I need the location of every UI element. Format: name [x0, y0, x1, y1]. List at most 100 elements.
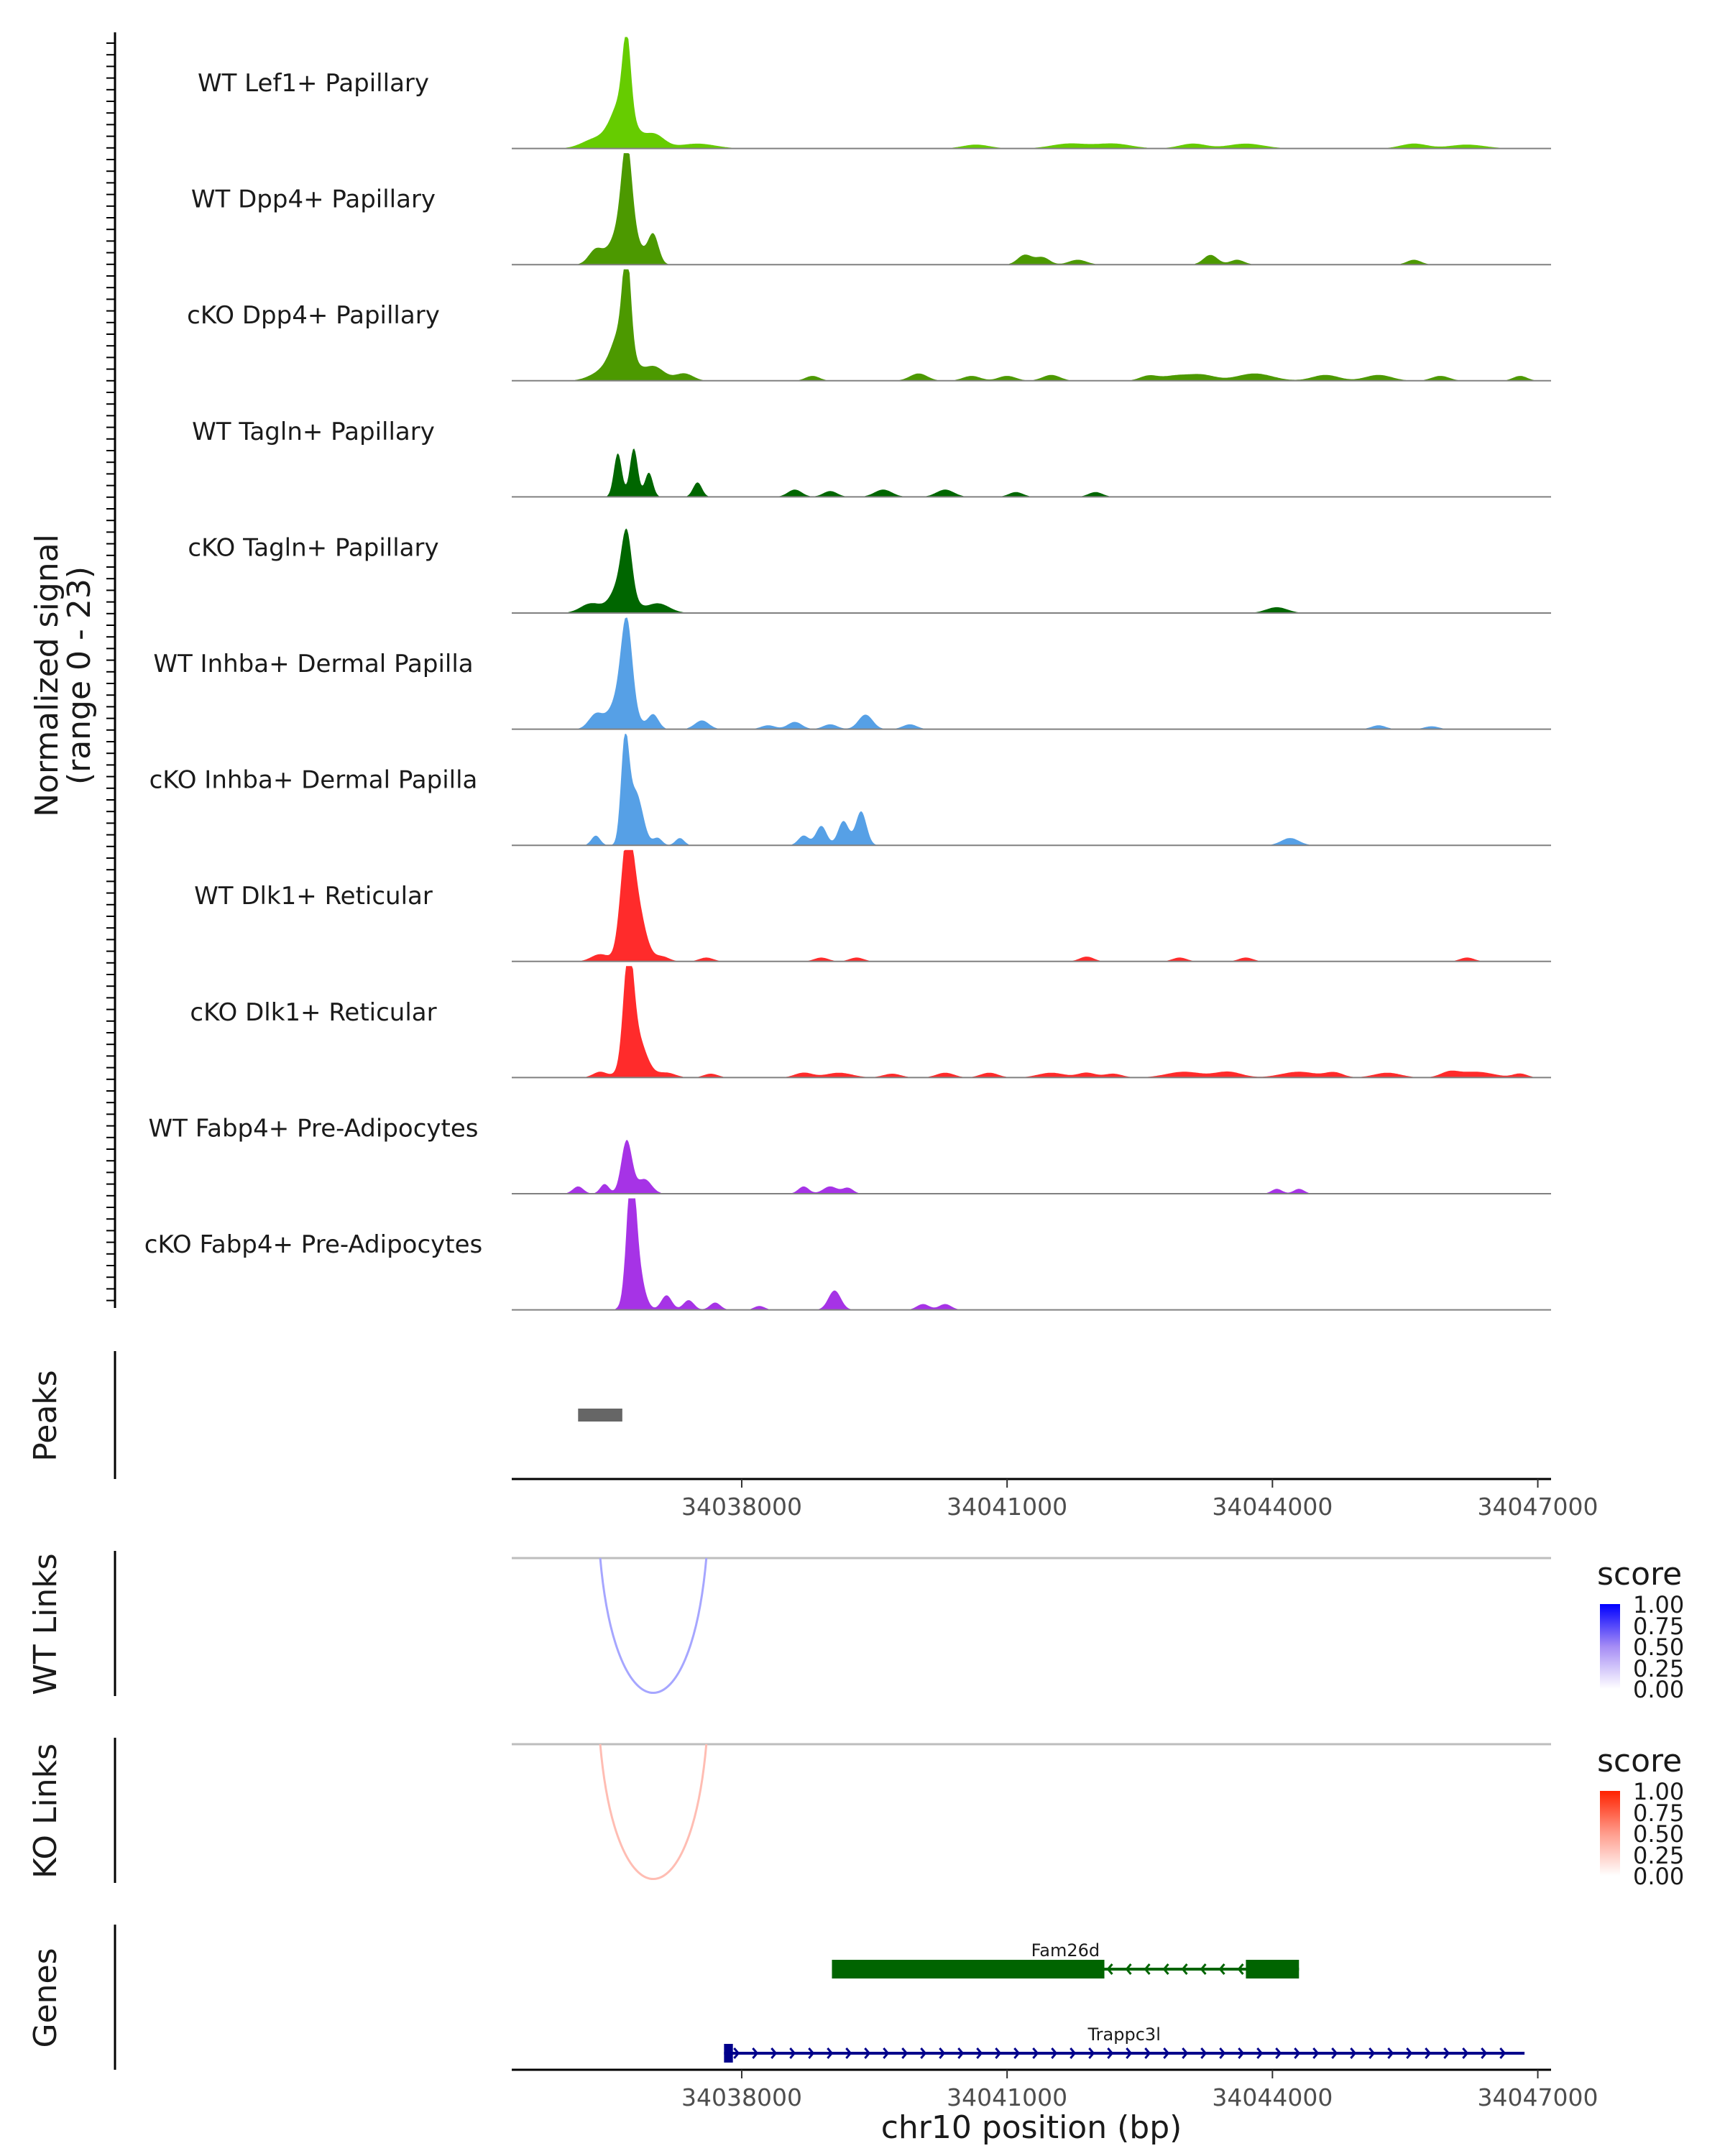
- coverage-track-label: cKO Dlk1+ Reticular: [190, 998, 436, 1027]
- strand-arrow: [1200, 2047, 1208, 2059]
- strand-arrow: [1163, 2047, 1170, 2059]
- coverage-track-label: WT Fabp4+ Pre-Adipocytes: [149, 1114, 479, 1143]
- strand-arrow: [1144, 2047, 1151, 2059]
- strand-arrow: [1312, 2047, 1320, 2059]
- coverage-track-5: cKO Tagln+ Papillary: [188, 528, 1551, 614]
- ko-legend-label-000: 0.00: [1633, 1863, 1684, 1890]
- ko-links-label: KO Links: [27, 1743, 64, 1879]
- wt-link-arc: [599, 1557, 708, 1694]
- x-tick-label: 34047000: [1478, 1493, 1598, 1521]
- strand-arrow: [1350, 2047, 1357, 2059]
- strand-arrow: [976, 2047, 983, 2059]
- coverage-tracks: WT Lef1+ Papillary WT Dpp4+ Papillary cKO …: [144, 37, 1551, 1311]
- coverage-area: [512, 153, 1551, 265]
- peak-region: [578, 1409, 622, 1422]
- strand-arrow: [1218, 1963, 1225, 1975]
- x-tick-label: 34041000: [947, 1493, 1067, 1521]
- ko-legend-label-100: 1.00: [1633, 1778, 1684, 1805]
- strand-arrow: [1443, 2047, 1450, 2059]
- gene-fam26d: Fam26d: [832, 1940, 1300, 1978]
- x-tick-label: 34047000: [1478, 2083, 1598, 2111]
- strand-arrow: [920, 2047, 927, 2059]
- strand-arrow: [939, 2047, 946, 2059]
- strand-arrow: [845, 2047, 852, 2059]
- ko-score-legend: score 1.00 0.75 0.50 0.25 0.00: [1597, 1743, 1684, 1890]
- genes-track: Fam26d Trappc3l: [724, 1940, 1525, 2063]
- genes-label: Genes: [27, 1948, 64, 2047]
- strand-arrow: [1462, 2047, 1469, 2059]
- coverage-track-10: WT Fabp4+ Pre-Adipocytes: [149, 1114, 1551, 1194]
- coverage-track-11: cKO Fabp4+ Pre-Adipocytes: [144, 1198, 1551, 1311]
- strand-arrow: [1331, 2047, 1338, 2059]
- coverage-track-9: cKO Dlk1+ Reticular: [190, 966, 1551, 1079]
- ko-legend-label-025: 0.25: [1633, 1842, 1684, 1869]
- gene-name-label: Trappc3l: [1087, 2024, 1161, 2045]
- gene-exon: [1246, 1960, 1300, 1978]
- strand-arrow: [1144, 1963, 1151, 1975]
- strand-arrow: [1406, 2047, 1413, 2059]
- coverage-track-label: cKO Inhba+ Dermal Papilla: [150, 766, 478, 795]
- strand-arrow: [1013, 2047, 1021, 2059]
- coverage-area: [512, 966, 1551, 1078]
- strand-arrow: [770, 2047, 778, 2059]
- coverage-area: [512, 448, 1551, 497]
- strand-arrow: [1294, 2047, 1301, 2059]
- strand-arrow: [1051, 2047, 1058, 2059]
- strand-arrow: [733, 2047, 740, 2059]
- wt-links-label: WT Links: [27, 1553, 64, 1695]
- ko-legend-label-075: 0.75: [1633, 1800, 1684, 1827]
- strand-arrow: [752, 2047, 759, 2059]
- ko-link-arc: [599, 1743, 708, 1880]
- coverage-track-label: WT Lef1+ Papillary: [198, 69, 429, 98]
- coverage-track-label: WT Dpp4+ Papillary: [191, 185, 436, 214]
- x-axis-top-ticks: 34038000 34041000 34044000 34047000: [681, 1479, 1598, 1521]
- gene-exon: [832, 1960, 1105, 1978]
- strand-arrow: [883, 2047, 890, 2059]
- wt-legend-label-000: 0.00: [1633, 1676, 1684, 1703]
- coverage-track-2: WT Dpp4+ Papillary: [191, 153, 1551, 266]
- strand-arrow: [1106, 1963, 1113, 1975]
- coverage-track-label: cKO Tagln+ Papillary: [188, 533, 438, 562]
- strand-arrow: [1200, 1963, 1207, 1975]
- wt-legend-title: score: [1597, 1556, 1682, 1593]
- strand-arrow: [1499, 2047, 1506, 2059]
- ko-legend-title: score: [1597, 1743, 1682, 1779]
- x-tick-label: 34041000: [947, 2083, 1067, 2111]
- strand-arrow: [1481, 2047, 1488, 2059]
- ko-legend-label-050: 0.50: [1633, 1820, 1684, 1848]
- coverage-ylabel-line2: (range 0 - 23): [61, 566, 98, 785]
- gene-name-label: Fam26d: [1031, 1940, 1100, 1961]
- coverage-track-6: WT Inhba+ Dermal Papilla: [153, 617, 1551, 730]
- strand-arrow: [1125, 1963, 1132, 1975]
- wt-legend-colorbar: [1600, 1604, 1620, 1689]
- coverage-area: [512, 1140, 1551, 1194]
- strand-arrow: [864, 2047, 871, 2059]
- x-tick-label: 34038000: [681, 2083, 802, 2111]
- strand-arrow: [827, 2047, 834, 2059]
- coverage-track-1: WT Lef1+ Papillary: [198, 37, 1551, 149]
- strand-arrow: [1425, 2047, 1432, 2059]
- strand-arrow: [1219, 2047, 1226, 2059]
- strand-arrow: [995, 2047, 1002, 2059]
- gene-exon: [724, 2044, 733, 2063]
- strand-arrow: [1368, 2047, 1376, 2059]
- strand-arrow: [1088, 2047, 1095, 2059]
- wt-legend-label-050: 0.50: [1633, 1634, 1684, 1661]
- x-axis-bottom-ticks: 34038000 34041000 34044000 34047000: [681, 2070, 1598, 2111]
- x-axis-title: chr10 position (bp): [881, 2109, 1182, 2146]
- wt-legend-label-100: 1.00: [1633, 1591, 1684, 1618]
- coverage-track-4: WT Tagln+ Papillary: [192, 418, 1551, 498]
- coverage-track-label: WT Tagln+ Papillary: [192, 418, 435, 446]
- x-tick-label: 34044000: [1212, 2083, 1333, 2111]
- gene-trappc3l: Trappc3l: [724, 2024, 1525, 2063]
- strand-arrow: [1275, 2047, 1282, 2059]
- coverage-area: [512, 37, 1551, 149]
- coverage-track-label: cKO Dpp4+ Papillary: [187, 301, 440, 330]
- strand-arrow: [1238, 2047, 1245, 2059]
- peaks-track: [578, 1409, 622, 1422]
- x-tick-label: 34038000: [681, 1493, 802, 1521]
- coverage-ylabel-line1: Normalized signal: [29, 534, 65, 817]
- coverage-area: [512, 269, 1551, 381]
- strand-arrow: [957, 2047, 965, 2059]
